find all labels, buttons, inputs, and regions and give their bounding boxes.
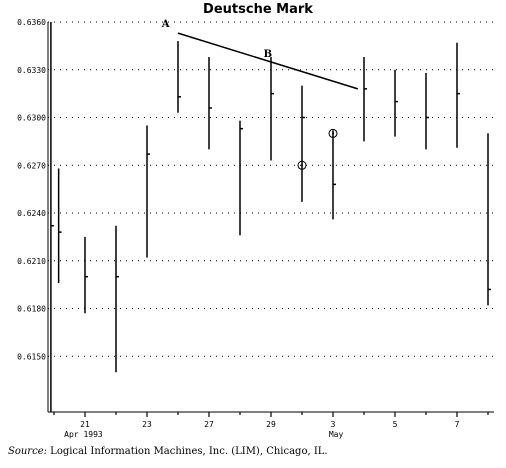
chart-title: Deutsche Mark — [203, 2, 313, 17]
x-tick-label: 21 — [80, 420, 90, 429]
annotation-circle — [297, 160, 307, 170]
x-tick-labels: 21 23 27 29 3 5 7 Apr 1993 May — [53, 412, 489, 439]
annotation-circle-dot — [332, 132, 334, 135]
price-chart: Deutsche Mark 0.63600.63300.63000.62700.… — [17, 2, 494, 439]
x-tick-label: 29 — [266, 420, 276, 429]
y-tick-label: 0.6300 — [17, 114, 46, 123]
y-tick-label: 0.6210 — [17, 257, 46, 266]
y-tick-label: 0.6240 — [17, 209, 46, 218]
y-tick-label: 0.6360 — [17, 18, 46, 27]
annotation-label: B — [264, 49, 272, 60]
y-tick-labels: 0.6360 0.6330 0.6300 0.6270 0.6240 0.6210 0.61… — [17, 18, 46, 361]
y-tick-label: 0.6330 — [17, 66, 46, 75]
source-note: Source: Logical Information Machines, In… — [8, 446, 328, 457]
month-label: Apr 1993 — [64, 430, 103, 439]
y-tick-label: 0.6150 — [17, 352, 46, 361]
annotation-label: A — [161, 19, 170, 30]
annotation-circle-dot — [301, 164, 303, 167]
y-tick-label: 0.6270 — [17, 161, 46, 170]
y-tick-label: 0.6180 — [17, 305, 46, 314]
month-label: May — [329, 430, 344, 439]
annotation-layer: AB — [161, 19, 359, 170]
x-tick-label: 23 — [142, 420, 152, 429]
x-tick-label: 7 — [455, 420, 460, 429]
price-bars — [50, 22, 491, 412]
annotation-circle — [328, 128, 338, 138]
x-tick-label: 27 — [204, 420, 214, 429]
x-tick-label: 5 — [393, 420, 398, 429]
source-prefix: Source: — [8, 446, 47, 457]
trendline — [177, 32, 359, 90]
source-text: Logical Information Machines, Inc. (LIM)… — [50, 446, 328, 457]
x-tick-label: 3 — [331, 420, 336, 429]
